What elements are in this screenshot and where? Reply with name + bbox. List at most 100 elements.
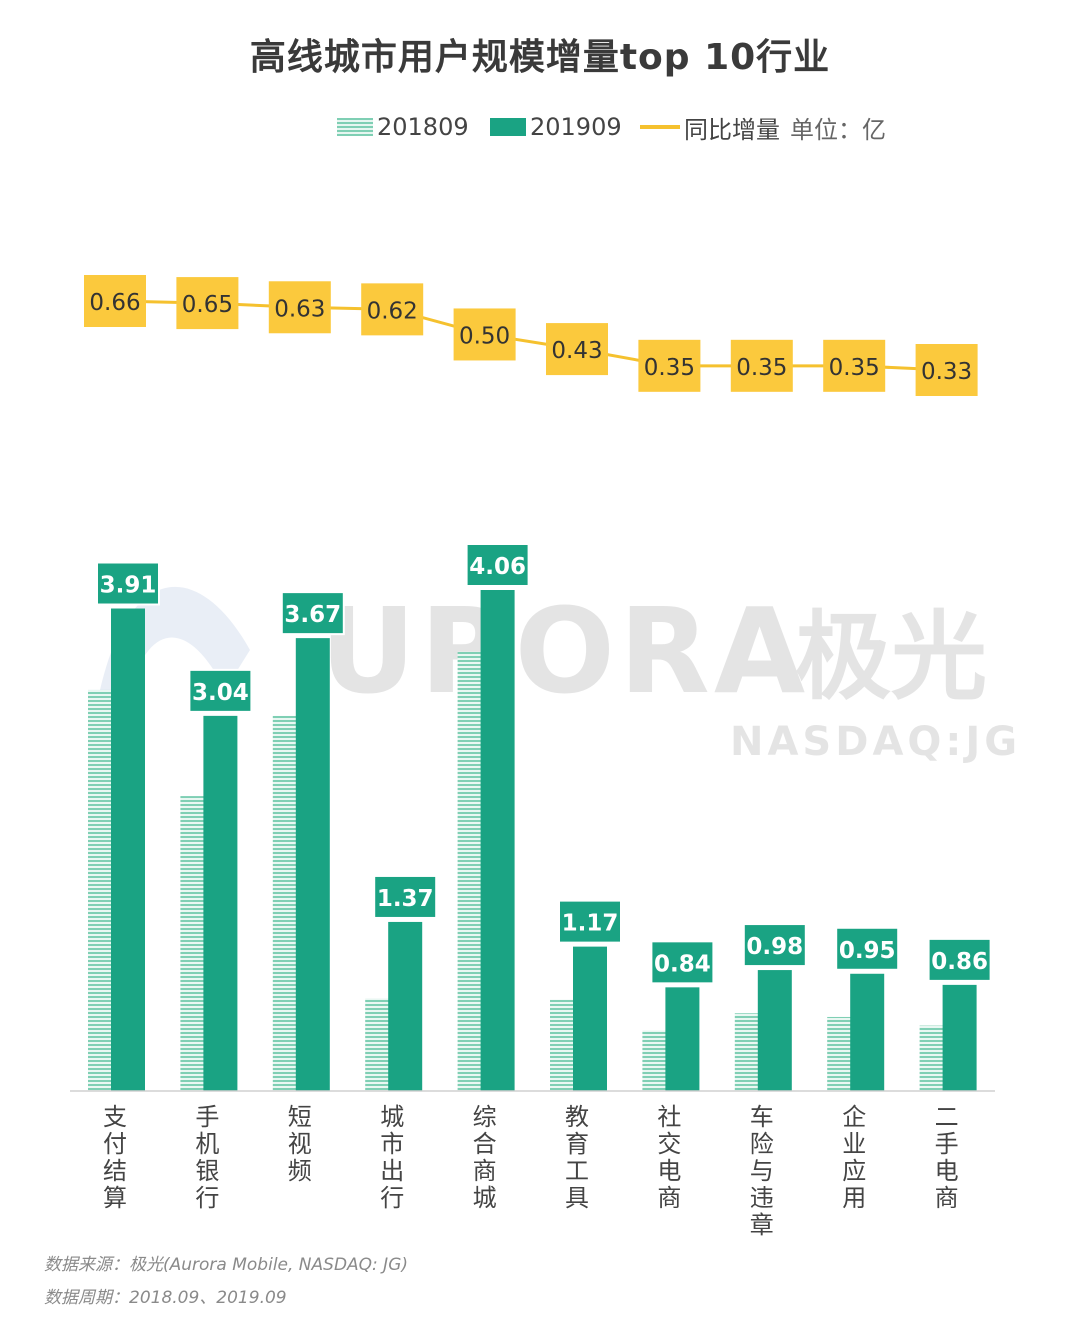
series-yoy: 0.66 0.65 0.63 0.62 0.50 0.43 0.35 0.35 0.35 0.33 — [84, 275, 978, 396]
yoy-label-box-7 — [730, 339, 793, 392]
series-201809 — [88, 651, 946, 1091]
yoy-label-text-8: 0.35 — [829, 355, 880, 381]
yoy-line — [114, 299, 947, 372]
bar-label-text-8: 0.95 — [839, 938, 896, 964]
bar-label-5: 1.17 — [558, 899, 622, 944]
bar-labels: 3.91 3.04 3.67 1.37 4.06 1.17 0.84 0.98 0.95 0.86 — [96, 543, 992, 985]
yoy-label-box-9 — [915, 344, 978, 396]
footnote-source: 数据来源：极光(Aurora Mobile, NASDAQ: JG) — [44, 1255, 408, 1275]
chart-title: 高线城市用户规模增量top 10行业 — [249, 37, 831, 78]
yoy-point-5: 0.43 — [546, 323, 608, 376]
bar-label-text-4: 4.06 — [469, 554, 526, 580]
bar-201909-4 — [480, 590, 515, 1091]
bar-label-box-1 — [188, 668, 253, 713]
bar-label-text-2: 3.67 — [284, 602, 341, 628]
bar-label-box-8 — [835, 926, 900, 971]
bar-label-box-2 — [280, 591, 345, 636]
bar-201909-7 — [757, 970, 792, 1091]
yoy-point-1: 0.65 — [176, 277, 239, 330]
watermark: URORA 极光 NASDAQ:JG — [100, 582, 1021, 765]
legend-item-201909: 201909 — [490, 110, 622, 144]
x-tick-label-8: 企业应用 — [842, 1103, 866, 1212]
yoy-label-box-2 — [268, 281, 331, 334]
bar-label-0: 3.91 — [96, 561, 160, 606]
bar-label-text-7: 0.98 — [746, 934, 803, 960]
bar-201809-5 — [550, 999, 576, 1091]
bar-201809-9 — [919, 1025, 946, 1091]
yoy-point-2: 0.63 — [268, 281, 331, 334]
bar-label-box-0 — [96, 561, 160, 606]
legend-swatch-201809 — [337, 118, 373, 136]
bar-201809-2 — [272, 715, 299, 1091]
bar-201809-0 — [88, 689, 114, 1091]
bar-label-text-6: 0.84 — [654, 951, 711, 977]
watermark-sub: NASDAQ:JG — [730, 719, 1021, 765]
yoy-label-box-3 — [361, 283, 424, 336]
x-tick-label-0: 支付结算 — [103, 1103, 127, 1212]
yoy-label-text-5: 0.43 — [551, 338, 602, 364]
bar-label-box-4 — [465, 543, 530, 587]
yoy-point-0: 0.66 — [84, 275, 146, 327]
unit-label: 单位：亿 — [790, 115, 886, 144]
yoy-label-text-1: 0.65 — [182, 292, 233, 318]
bar-label-4: 4.06 — [465, 543, 530, 587]
x-tick-label-3: 城市出行 — [380, 1103, 404, 1212]
bar-label-8: 0.95 — [835, 926, 900, 971]
bar-201909-8 — [850, 973, 885, 1091]
bar-201909-3 — [388, 921, 423, 1091]
bar-201909-2 — [295, 638, 330, 1091]
bar-label-box-3 — [373, 874, 438, 919]
yoy-label-text-3: 0.62 — [367, 298, 418, 324]
x-tick-label-2: 短视频 — [288, 1103, 312, 1185]
yoy-point-4: 0.50 — [453, 308, 516, 361]
bar-201809-3 — [365, 998, 392, 1091]
yoy-point-9: 0.33 — [915, 344, 978, 396]
yoy-label-text-6: 0.35 — [644, 355, 695, 381]
x-tick-labels: 支付结算 手机银行 短视频 城市出行 综合商城 教育工具 社交电商 车险与违章 企业应用 二手电商 — [103, 1103, 959, 1239]
bar-201809-4 — [457, 651, 484, 1091]
bar-label-box-6 — [650, 940, 715, 985]
bar-label-9: 0.86 — [927, 937, 992, 982]
bar-label-1: 3.04 — [188, 668, 253, 713]
bar-201809-1 — [180, 796, 207, 1091]
yoy-label-text-0: 0.66 — [89, 290, 140, 316]
yoy-label-text-7: 0.35 — [736, 355, 787, 381]
watermark-logo-text: URORA — [320, 582, 809, 720]
yoy-label-box-8 — [823, 339, 886, 392]
x-tick-label-1: 手机银行 — [195, 1103, 219, 1212]
bar-label-6: 0.84 — [650, 940, 715, 985]
legend-item-201809: 201809 — [337, 110, 469, 144]
bar-201809-8 — [827, 1016, 854, 1091]
x-tick-label-7: 车险与违章 — [750, 1103, 774, 1239]
legend-swatch-201909 — [490, 118, 526, 136]
bar-201809-6 — [642, 1030, 669, 1091]
yoy-label-text-4: 0.50 — [459, 323, 510, 349]
bar-label-text-3: 1.37 — [377, 886, 434, 912]
bar-label-box-5 — [558, 899, 622, 944]
yoy-label-text-2: 0.63 — [274, 296, 325, 322]
legend-label-201909: 201909 — [530, 113, 622, 141]
bar-label-3: 1.37 — [373, 874, 438, 919]
yoy-label-box-6 — [638, 339, 701, 392]
x-tick-label-4: 综合商城 — [473, 1103, 497, 1212]
legend-label-201809: 201809 — [377, 113, 469, 141]
legend-swatch-yoy — [640, 125, 680, 129]
bar-label-box-7 — [742, 923, 807, 968]
yoy-point-6: 0.35 — [638, 339, 701, 392]
watermark-logo-cn: 极光 — [795, 601, 987, 713]
yoy-label-box-0 — [84, 275, 146, 327]
bar-201909-0 — [111, 608, 145, 1091]
bar-201909-1 — [203, 715, 238, 1091]
legend-item-yoy: 同比增量 单位：亿 — [640, 110, 886, 144]
yoy-label-box-4 — [453, 308, 516, 361]
x-tick-label-6: 社交电商 — [657, 1103, 681, 1212]
bar-label-text-0: 3.91 — [100, 573, 157, 599]
bar-label-7: 0.98 — [742, 923, 807, 968]
yoy-label-box-5 — [546, 323, 608, 376]
bar-201909-5 — [573, 946, 607, 1091]
legend-label-yoy: 同比增量 — [684, 115, 780, 144]
yoy-label-box-1 — [176, 277, 239, 330]
x-tick-label-9: 二手电商 — [935, 1103, 959, 1212]
yoy-label-text-9: 0.33 — [921, 359, 972, 385]
